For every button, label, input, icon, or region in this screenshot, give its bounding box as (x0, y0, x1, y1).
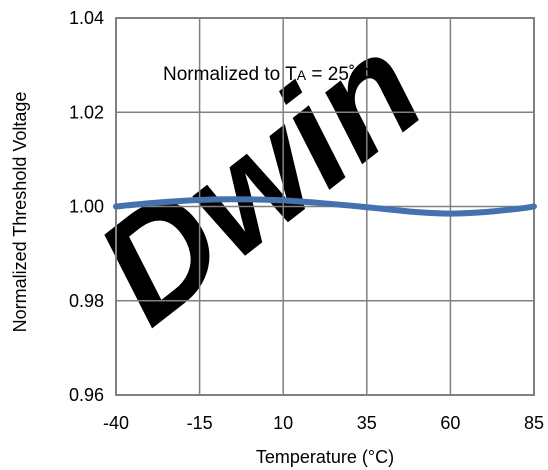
y-tick-label: 1.02 (69, 102, 104, 122)
y-tick-label: 0.96 (69, 385, 104, 405)
x-tick-label: 85 (524, 413, 544, 433)
x-tick-label: -40 (103, 413, 129, 433)
y-tick-labels: 0.96 0.98 1.00 1.02 1.04 (69, 8, 104, 405)
x-tick-label: 10 (273, 413, 293, 433)
x-tick-label: 60 (440, 413, 460, 433)
watermark: Dwin (66, 2, 452, 355)
normalization-annotation: Normalized to TA = 25˚C (163, 64, 369, 85)
x-tick-label: 35 (357, 413, 377, 433)
x-tick-label: -15 (187, 413, 213, 433)
x-tick-labels: -40 -15 10 35 60 85 (103, 413, 544, 433)
x-axis-label: Temperature (°C) (256, 447, 394, 467)
y-tick-label: 1.00 (69, 197, 104, 217)
y-axis-label: Normalized Threshold Voltage (10, 92, 30, 333)
y-tick-label: 1.04 (69, 8, 104, 28)
y-tick-label: 0.98 (69, 291, 104, 311)
series-line (113, 196, 537, 217)
watermark-text: Dwin (66, 2, 452, 355)
